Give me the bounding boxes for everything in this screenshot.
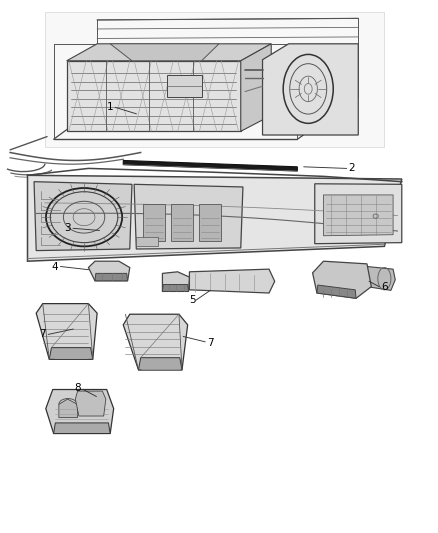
Polygon shape bbox=[45, 12, 385, 147]
Polygon shape bbox=[88, 261, 130, 281]
Text: 1: 1 bbox=[107, 102, 113, 112]
Polygon shape bbox=[110, 44, 219, 61]
Polygon shape bbox=[134, 184, 243, 249]
Polygon shape bbox=[123, 160, 297, 171]
Polygon shape bbox=[143, 204, 165, 241]
Text: 3: 3 bbox=[64, 223, 71, 233]
Polygon shape bbox=[162, 285, 188, 292]
Polygon shape bbox=[317, 285, 356, 298]
Text: 2: 2 bbox=[349, 164, 355, 173]
Polygon shape bbox=[138, 358, 182, 370]
Polygon shape bbox=[162, 272, 189, 292]
Polygon shape bbox=[123, 314, 187, 370]
Polygon shape bbox=[313, 261, 371, 298]
Text: 8: 8 bbox=[74, 383, 81, 393]
Polygon shape bbox=[323, 195, 393, 236]
Text: 5: 5 bbox=[189, 295, 195, 305]
Polygon shape bbox=[189, 269, 275, 293]
Text: 4: 4 bbox=[51, 262, 58, 271]
Polygon shape bbox=[36, 304, 97, 359]
Polygon shape bbox=[95, 273, 127, 281]
Polygon shape bbox=[241, 44, 271, 131]
Polygon shape bbox=[167, 75, 201, 97]
Polygon shape bbox=[136, 237, 158, 246]
Text: 7: 7 bbox=[39, 329, 46, 340]
Polygon shape bbox=[67, 44, 271, 61]
Text: 7: 7 bbox=[207, 338, 214, 349]
Polygon shape bbox=[367, 266, 395, 290]
Polygon shape bbox=[67, 61, 241, 131]
Text: 6: 6 bbox=[381, 281, 388, 292]
Polygon shape bbox=[315, 184, 402, 244]
Polygon shape bbox=[262, 44, 358, 135]
Polygon shape bbox=[28, 175, 402, 261]
Polygon shape bbox=[199, 204, 221, 241]
Polygon shape bbox=[53, 423, 110, 433]
Polygon shape bbox=[171, 204, 193, 241]
Polygon shape bbox=[34, 182, 132, 251]
Polygon shape bbox=[46, 390, 114, 433]
Polygon shape bbox=[75, 391, 106, 416]
Polygon shape bbox=[59, 399, 78, 418]
Polygon shape bbox=[49, 348, 93, 359]
